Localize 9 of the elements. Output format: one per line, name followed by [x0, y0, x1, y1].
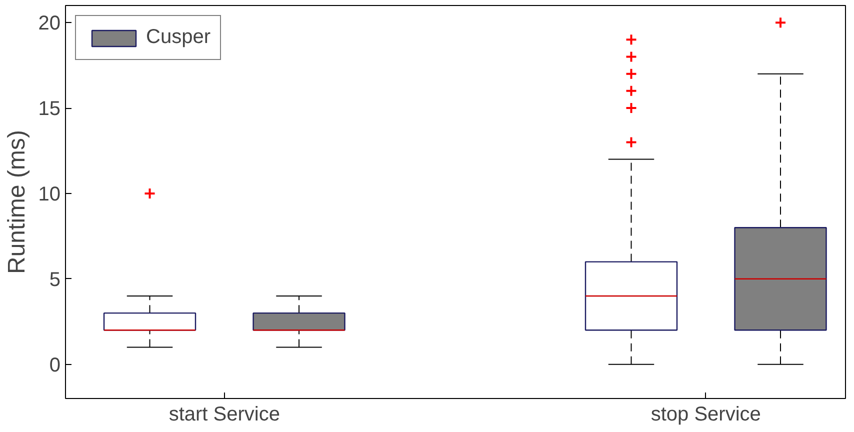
y-axis-title: Runtime (ms) [3, 130, 30, 274]
x-tick-label: start Service [168, 404, 280, 426]
legend-label: Cusper [146, 26, 210, 49]
y-tick-label: 0 [49, 354, 60, 376]
y-tick-label: 5 [49, 268, 60, 291]
y-tick-label: 20 [38, 12, 61, 35]
x-tick-label: stop Service [650, 404, 761, 426]
y-tick-label: 15 [38, 98, 61, 120]
y-tick-label: 10 [38, 183, 61, 206]
